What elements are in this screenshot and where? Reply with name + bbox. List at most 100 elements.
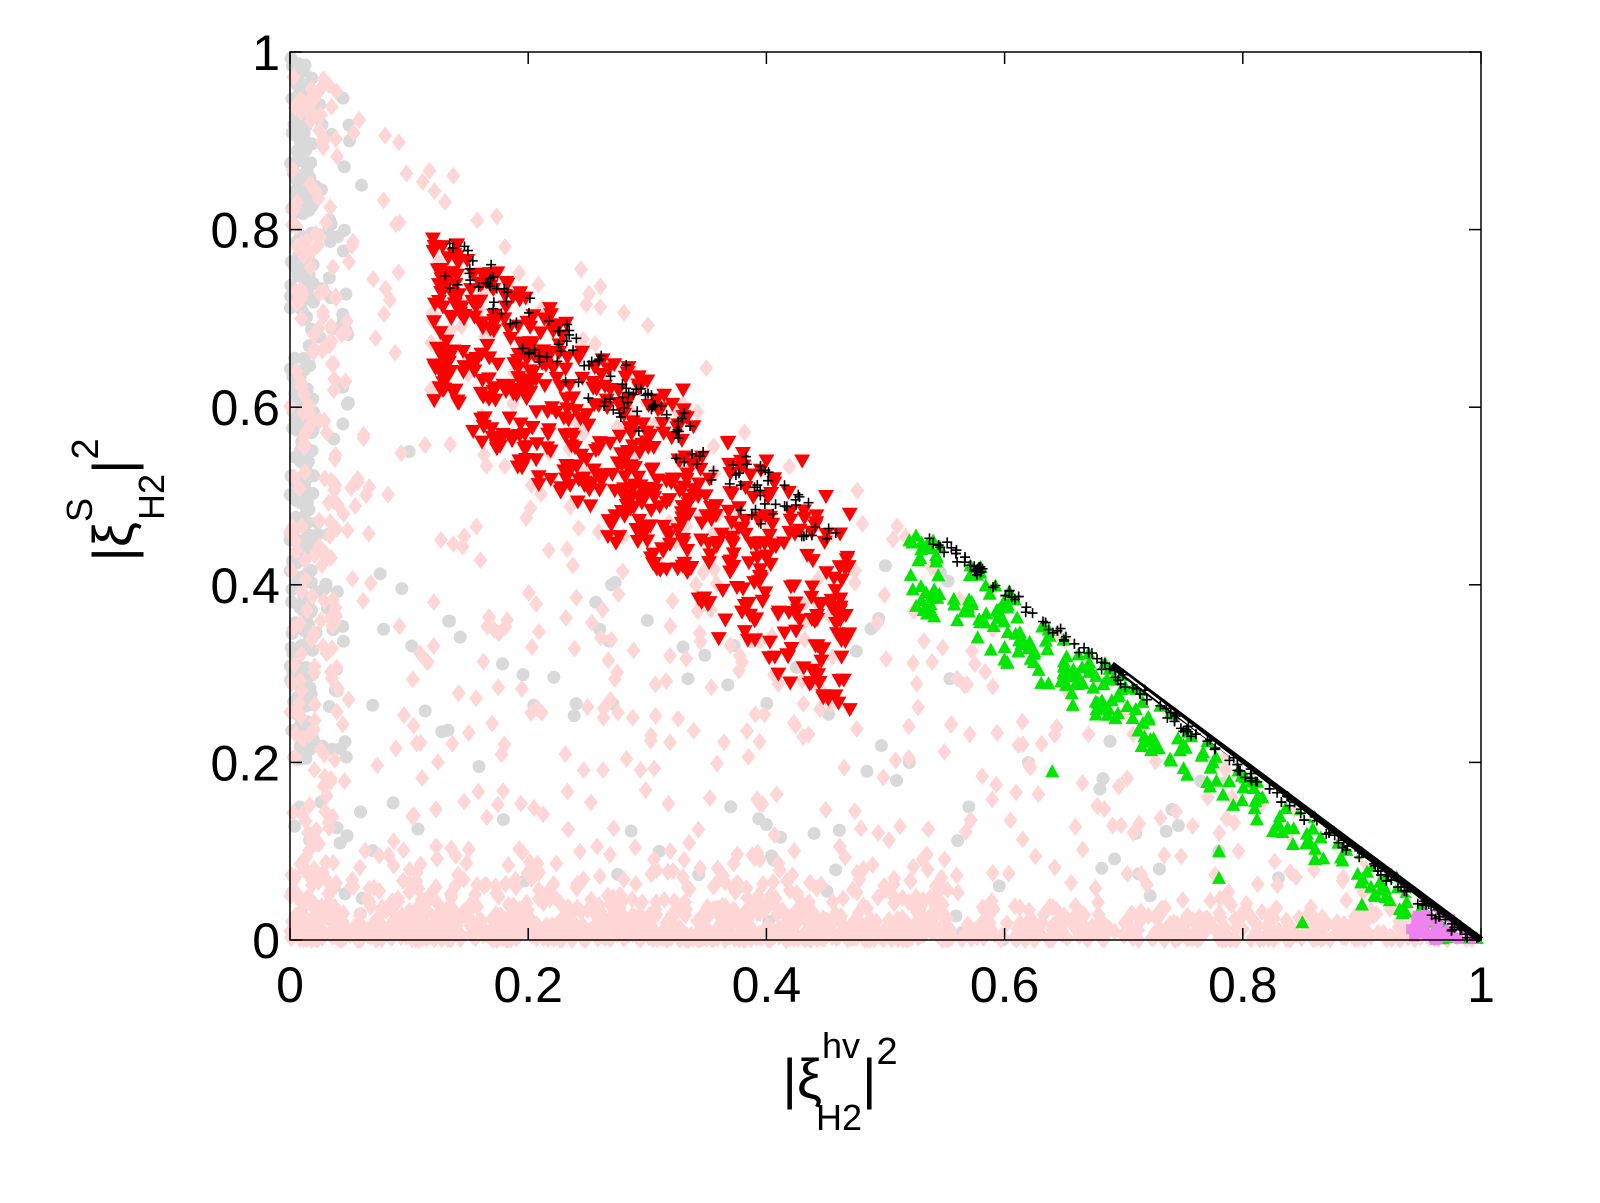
- data-point-triangle-down: [788, 624, 805, 639]
- data-point-triangle-down: [466, 310, 483, 325]
- data-point-plus: [724, 478, 735, 489]
- data-point-diamond: [888, 751, 903, 770]
- data-point-diamond: [680, 878, 695, 897]
- data-point-plus: [1170, 708, 1181, 719]
- data-point-circle: [949, 909, 963, 923]
- data-point-diamond: [368, 329, 383, 348]
- data-point-diamond: [682, 833, 697, 852]
- data-point-diamond: [1384, 930, 1399, 949]
- data-point-diamond: [771, 674, 786, 693]
- data-point-diamond: [392, 617, 407, 636]
- data-point-plus: [803, 497, 814, 508]
- data-point-plus: [740, 451, 751, 462]
- data-point-diamond: [285, 161, 300, 180]
- data-point-triangle-up: [1249, 812, 1264, 826]
- data-point-diamond: [561, 820, 576, 839]
- data-point-diamond: [399, 927, 414, 946]
- data-point-diamond: [1166, 913, 1181, 932]
- data-point-triangle-down: [758, 454, 775, 469]
- data-point-triangle-down: [519, 315, 536, 330]
- data-point-circle: [337, 223, 351, 237]
- data-point-triangle-down: [500, 322, 517, 337]
- data-point-triangle-down: [536, 379, 553, 394]
- data-point-plus: [1052, 625, 1063, 636]
- y-axis-label: |ξS H2|2: [59, 438, 172, 561]
- x-axis-label: |ξhv H2|2: [782, 1025, 897, 1138]
- data-point-triangle-down: [639, 374, 656, 389]
- data-point-plus: [755, 518, 766, 529]
- data-point-triangle-down: [786, 527, 803, 542]
- data-point-diamond: [446, 534, 461, 553]
- data-point-diamond: [339, 312, 354, 331]
- data-point-triangle-down: [746, 614, 763, 629]
- data-point-plus: [464, 263, 475, 274]
- data-point-diamond: [905, 921, 920, 940]
- data-point-triangle-down: [697, 489, 714, 504]
- data-point-triangle-down: [565, 430, 582, 445]
- data-point-plus: [631, 384, 642, 395]
- data-point-triangle-up: [1295, 915, 1310, 929]
- data-point-plus: [1162, 712, 1173, 723]
- data-point-diamond: [1148, 752, 1163, 771]
- data-point-diamond: [294, 582, 309, 601]
- data-point-diamond: [925, 653, 940, 672]
- data-point-circle: [640, 613, 654, 627]
- data-point-triangle-up: [1196, 745, 1211, 759]
- data-point-triangle-down: [532, 326, 549, 341]
- data-point-triangle-down: [723, 515, 740, 530]
- data-point-diamond: [348, 496, 363, 515]
- data-point-circle: [386, 796, 400, 810]
- data-point-triangle-up: [1255, 790, 1270, 804]
- data-point-triangle-down: [730, 501, 747, 516]
- data-point-diamond: [520, 901, 535, 920]
- data-point-diamond: [569, 588, 584, 607]
- x-axis-label-subscript: H2: [816, 1097, 862, 1138]
- data-point-circle: [962, 800, 976, 814]
- data-point-plus: [1040, 617, 1051, 628]
- data-point-plus: [1333, 837, 1344, 848]
- data-point-circle: [395, 582, 409, 596]
- data-point-plus: [1276, 797, 1287, 808]
- data-point-diamond: [485, 714, 500, 733]
- data-point-triangle-down: [438, 275, 455, 290]
- x-tick-label: 0: [276, 957, 304, 1013]
- data-point-diamond: [690, 912, 705, 931]
- data-point-diamond: [890, 517, 905, 536]
- data-point-triangle-down: [662, 537, 679, 552]
- data-point-triangle-down: [600, 362, 617, 377]
- data-point-diamond: [341, 690, 356, 709]
- data-point-triangle-down: [558, 392, 575, 407]
- data-point-diamond: [782, 457, 797, 476]
- data-point-plus: [1399, 885, 1410, 896]
- data-point-triangle-down: [827, 584, 844, 599]
- data-point-diamond: [1281, 929, 1296, 948]
- data-point-circle: [849, 644, 863, 658]
- data-point-diamond: [541, 541, 556, 560]
- data-point-triangle-up: [946, 591, 961, 605]
- data-point-diamond: [296, 857, 311, 876]
- data-point-plus: [1392, 882, 1403, 893]
- data-point-triangle-up: [1148, 736, 1163, 750]
- data-point-diamond: [1227, 910, 1242, 929]
- data-point-triangle-down: [504, 434, 521, 449]
- data-point-triangle-up: [1247, 801, 1262, 815]
- data-point-diamond: [366, 270, 381, 289]
- data-point-circle: [411, 822, 425, 836]
- data-point-diamond: [426, 636, 441, 655]
- data-point-triangle-up: [1180, 767, 1195, 781]
- data-point-diamond: [313, 740, 328, 759]
- data-point-triangle-down: [438, 334, 455, 349]
- data-point-diamond: [311, 872, 326, 891]
- data-point-triangle-down: [745, 490, 762, 505]
- data-point-triangle-up: [914, 542, 929, 556]
- data-point-diamond: [323, 198, 338, 217]
- data-point-diamond: [845, 880, 860, 899]
- data-point-diamond: [1015, 712, 1030, 731]
- data-point-triangle-down: [832, 613, 849, 628]
- data-point-triangle-down: [767, 540, 784, 555]
- data-point-triangle-down: [761, 528, 778, 543]
- data-point-plus: [1250, 776, 1261, 787]
- data-point-diamond: [999, 914, 1014, 933]
- x-axis-label-base: |ξ: [782, 1047, 822, 1110]
- data-point-triangle-up: [1248, 793, 1263, 807]
